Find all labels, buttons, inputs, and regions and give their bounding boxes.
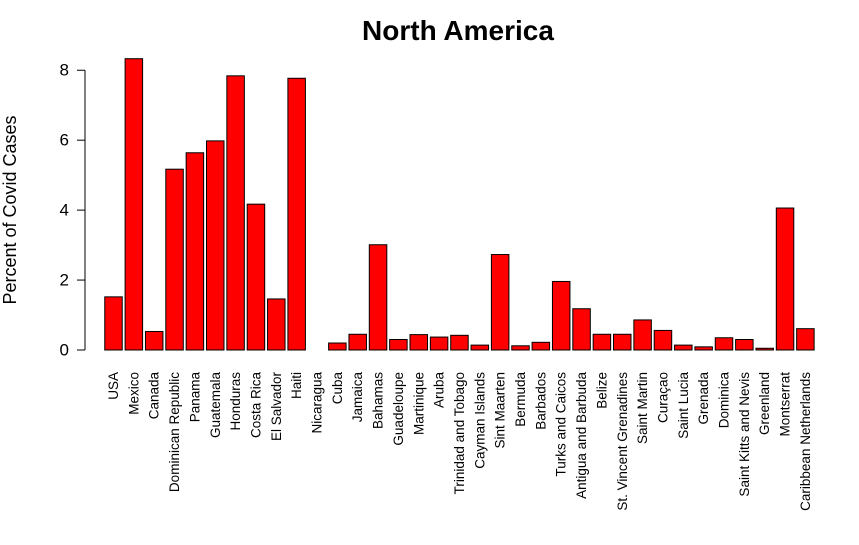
x-tick-label: Greenland bbox=[757, 372, 772, 435]
y-tick-label: 8 bbox=[60, 61, 69, 80]
x-tick-label: Grenada bbox=[696, 372, 711, 425]
x-tick-label: Panama bbox=[187, 372, 202, 423]
x-tick-label: Honduras bbox=[228, 372, 243, 431]
y-axis: 0 2 4 6 8 bbox=[60, 61, 86, 360]
x-tick-label: Nicaragua bbox=[310, 372, 325, 434]
bar bbox=[267, 298, 286, 351]
x-tick-label: Dominican Republic bbox=[167, 372, 182, 492]
bar bbox=[104, 296, 123, 351]
x-tick-label: Cuba bbox=[330, 372, 345, 405]
bars bbox=[104, 58, 815, 351]
chart-title: North America bbox=[362, 15, 554, 46]
y-tick-label: 4 bbox=[60, 201, 69, 220]
bar bbox=[144, 330, 164, 351]
x-tick-label: Bahamas bbox=[371, 372, 386, 429]
x-tick-label: Haiti bbox=[289, 372, 304, 399]
bar bbox=[796, 328, 815, 351]
x-tick-label: Curaçao bbox=[655, 372, 670, 423]
x-tick-label: Jamaica bbox=[350, 372, 365, 423]
bar bbox=[409, 334, 428, 351]
bar bbox=[470, 344, 490, 351]
bar bbox=[531, 341, 551, 351]
x-tick-label: Aruba bbox=[432, 372, 447, 409]
bar bbox=[389, 339, 408, 351]
bar bbox=[165, 168, 184, 351]
bar bbox=[633, 319, 652, 351]
x-tick-label: Belize bbox=[594, 372, 609, 409]
bar bbox=[613, 333, 632, 351]
y-tick-label: 0 bbox=[60, 341, 69, 360]
x-tick-label: Barbados bbox=[533, 372, 548, 430]
x-tick-label: St. Vincent Grenadines bbox=[615, 372, 630, 511]
x-tick-label: Antigua and Barbuda bbox=[574, 372, 589, 499]
bar bbox=[368, 244, 388, 351]
x-tick-label: Saint Martin bbox=[635, 372, 650, 444]
x-tick-label: Trinidad and Tobago bbox=[452, 372, 467, 494]
x-tick-label: Saint Lucia bbox=[676, 372, 691, 439]
y-tick-label: 2 bbox=[60, 271, 69, 290]
x-tick-label: Costa Rica bbox=[248, 372, 263, 439]
bar bbox=[572, 308, 591, 351]
bar bbox=[592, 333, 612, 351]
bar bbox=[490, 254, 510, 351]
x-tick-label: Dominica bbox=[717, 372, 732, 429]
x-tick-label: Turks and Caicos bbox=[554, 372, 569, 477]
bar bbox=[714, 337, 734, 351]
y-axis-label: Percent of Covid Cases bbox=[0, 115, 20, 304]
bar bbox=[551, 280, 571, 351]
bar bbox=[246, 203, 266, 351]
x-tick-label: Montserrat bbox=[778, 372, 793, 437]
bar bbox=[226, 75, 245, 351]
bar bbox=[735, 339, 754, 351]
x-tick-label: Martinique bbox=[411, 372, 426, 435]
x-tick-label: El Salvador bbox=[269, 372, 284, 442]
bar bbox=[694, 346, 713, 351]
y-tick-label: 6 bbox=[60, 131, 69, 150]
x-tick-labels: USA Mexico Canada Dominican Republic Panama G… bbox=[106, 372, 813, 511]
bar bbox=[429, 336, 449, 351]
bar bbox=[511, 345, 530, 351]
bar bbox=[206, 140, 225, 351]
x-tick-label: Mexico bbox=[126, 372, 141, 415]
bar bbox=[124, 58, 144, 351]
bar bbox=[450, 334, 469, 351]
x-tick-label: Guatemala bbox=[208, 372, 223, 439]
x-tick-label: USA bbox=[106, 372, 121, 400]
x-tick-label: Bermuda bbox=[513, 372, 528, 427]
bar bbox=[653, 329, 673, 351]
bar bbox=[287, 77, 306, 351]
x-tick-label: Cayman Islands bbox=[472, 372, 487, 469]
bar bbox=[775, 207, 795, 351]
bar bbox=[755, 347, 774, 351]
x-tick-label: Sint Maarten bbox=[493, 372, 508, 449]
bar bbox=[328, 342, 347, 351]
bar bbox=[674, 344, 693, 351]
bar bbox=[185, 152, 205, 351]
x-tick-label: Caribbean Netherlands bbox=[798, 372, 813, 511]
x-tick-label: Canada bbox=[147, 372, 162, 420]
bar bbox=[348, 333, 367, 351]
x-tick-label: Guadeloupe bbox=[391, 372, 406, 446]
x-tick-label: Saint Kitts and Nevis bbox=[737, 372, 752, 497]
